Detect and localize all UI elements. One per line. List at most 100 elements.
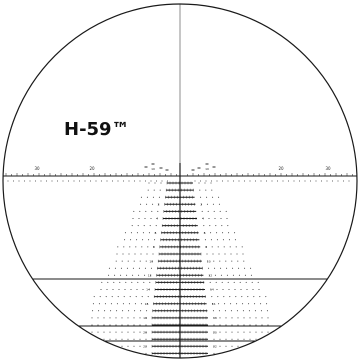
holdover-dot [210, 289, 212, 290]
holdover-dot [91, 317, 93, 319]
holdover-dot [225, 345, 227, 347]
scale-mark [79, 180, 80, 182]
holdover-dot [97, 317, 99, 319]
holdover-dot [124, 289, 126, 290]
holdover-dot [130, 289, 132, 290]
holdover-dot [115, 352, 117, 354]
holdover-dot [199, 189, 201, 191]
holdover-dot [231, 331, 233, 333]
holdover-dot [228, 239, 230, 241]
holdover-dot [237, 345, 239, 347]
holdover-dot [243, 338, 245, 340]
holdover-dot [127, 317, 129, 319]
holdover-dot [230, 303, 232, 305]
holdover-dot [237, 331, 239, 333]
holdover-dot [200, 203, 202, 205]
holdover-dot [211, 189, 213, 191]
holdover-dot [232, 267, 234, 269]
holdover-dot [252, 289, 254, 290]
holdover-dot [134, 310, 136, 312]
top-scale-label: 30 [34, 166, 40, 171]
holdover-dot [152, 196, 154, 198]
holdover-dot [254, 303, 256, 305]
holdover-dot [115, 338, 117, 340]
scale-mark [51, 180, 53, 182]
holdover-dot [232, 274, 234, 276]
holdover-dot [225, 331, 227, 333]
scale-mark [310, 180, 311, 182]
holdover-dot [231, 324, 233, 326]
holdover-dot [103, 352, 105, 354]
holdover-dot [159, 189, 161, 191]
row-label: 22 [213, 345, 217, 349]
holdover-dot [116, 253, 118, 255]
holdover-dot [223, 246, 225, 248]
holdover-dot [214, 274, 216, 276]
holdover-dot [267, 345, 269, 347]
holdover-dot [137, 281, 139, 283]
holdover-dot [230, 253, 232, 255]
holdover-dot [126, 274, 128, 276]
holdover-dot [153, 246, 155, 248]
holdover-dot [225, 338, 227, 340]
holdover-dot [98, 303, 100, 305]
holdover-dot [115, 260, 117, 262]
holdover-dot [236, 303, 238, 305]
holdover-dot [146, 196, 148, 198]
row-label: 4 [202, 217, 204, 221]
holdover-dot [266, 303, 268, 305]
holdover-dot [265, 296, 267, 298]
holdover-dot [126, 267, 128, 269]
scale-mark [112, 180, 113, 182]
scale-mark [299, 180, 300, 182]
holdover-dot [228, 232, 230, 234]
holdover-dot [242, 310, 244, 312]
holdover-dot [267, 352, 269, 354]
holdover-dot [146, 203, 148, 205]
holdover-dot [255, 317, 257, 319]
holdover-dot [210, 182, 212, 184]
holdover-dot [143, 281, 145, 283]
holdover-dot [124, 232, 126, 234]
top-scale-label: 10 [151, 167, 155, 171]
holdover-dot [224, 253, 226, 255]
holdover-dot [213, 352, 215, 354]
holdover-dot [223, 296, 225, 298]
holdover-dot [133, 338, 135, 340]
holdover-dot [236, 310, 238, 312]
holdover-dot [139, 331, 141, 333]
holdover-dot [97, 345, 99, 347]
holdover-dot [234, 232, 236, 234]
holdover-dot [114, 274, 116, 276]
holdover-dot [211, 246, 213, 248]
holdover-dot [204, 239, 206, 241]
holdover-dot [125, 281, 127, 283]
holdover-dot [123, 246, 125, 248]
holdover-dot [148, 182, 150, 184]
holdover-dot [261, 345, 263, 347]
holdover-dot [267, 331, 269, 333]
holdover-dot [139, 317, 141, 319]
holdover-dot [91, 345, 93, 347]
holdover-dot [150, 218, 152, 219]
scale-mark [337, 180, 339, 182]
scale-mark [24, 180, 25, 182]
scale-mark [46, 180, 47, 182]
holdover-dot [226, 218, 228, 219]
holdover-dot [239, 281, 241, 283]
holdover-dot [149, 281, 151, 283]
holdover-dot [224, 310, 226, 312]
holdover-dot [213, 331, 215, 333]
row-label: 8 [205, 245, 207, 249]
holdover-dot [121, 324, 123, 326]
row-label: 12 [148, 274, 152, 278]
holdover-dot [150, 274, 152, 276]
holdover-dot [103, 338, 105, 340]
scale-mark [244, 180, 245, 182]
holdover-dot [140, 196, 142, 198]
holdover-dot [122, 253, 124, 255]
holdover-dot [261, 324, 263, 326]
holdover-dot [121, 345, 123, 347]
holdover-dot [246, 289, 248, 290]
